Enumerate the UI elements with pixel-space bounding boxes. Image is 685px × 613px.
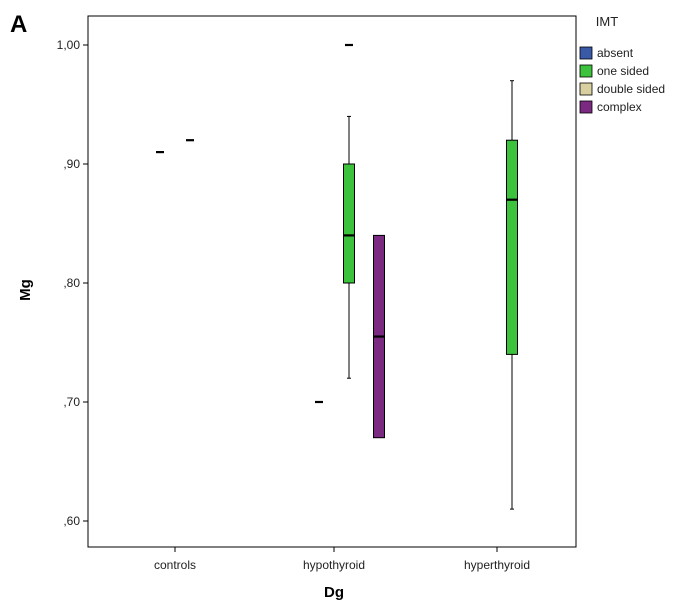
legend-title: IMT [596,14,618,29]
x-tick-label: hypothyroid [303,558,365,572]
y-axis: ,60 ,70 ,80 ,90 1,00 [57,38,88,528]
legend: IMT absent one sided double sided complex [579,14,665,114]
y-tick-label: ,80 [63,276,80,290]
legend-swatch [579,64,593,78]
plot-frame [87,15,577,548]
box-group [156,43,518,510]
legend-swatch [579,82,593,96]
box-one-sided-hypothyroid [343,115,355,379]
y-tick-label: ,70 [63,395,80,409]
legend-label: absent [597,46,634,60]
y-tick-label: ,90 [63,157,80,171]
box-body [343,163,355,284]
y-tick-label: ,60 [63,514,80,528]
legend-label: double sided [597,82,665,96]
legend-label: one sided [597,64,649,78]
box-complex-hypothyroid [373,234,385,439]
x-axis-title: Dg [324,584,344,601]
box-one-sided-hyperthyroid [506,80,518,510]
y-axis-title: Mg [17,279,34,301]
x-axis: controls hypothyroid hyperthyroid [154,547,530,572]
y-tick-label: 1,00 [57,38,81,52]
x-tick-label: hyperthyroid [464,558,530,572]
box-body [506,139,518,355]
legend-swatch [579,100,593,114]
legend-label: complex [597,100,642,114]
x-tick-label: controls [154,558,196,572]
legend-swatch [579,46,593,60]
panel-label: A [10,11,27,38]
